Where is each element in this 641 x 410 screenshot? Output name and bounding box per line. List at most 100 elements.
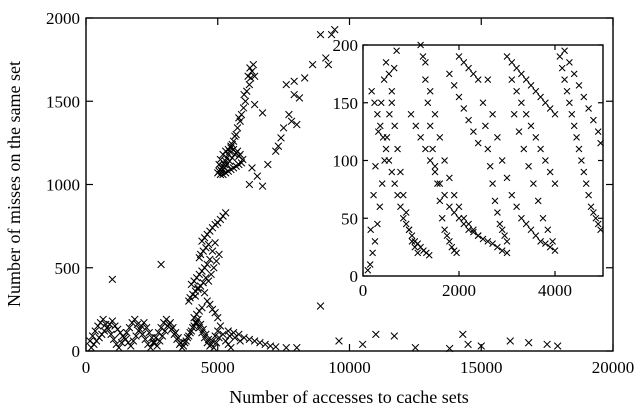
- inset-data-point: [450, 209, 458, 216]
- y-axis-title: Number of misses on the same set: [4, 61, 24, 307]
- inset-data-point: [534, 197, 542, 205]
- inset-data-point: [513, 87, 520, 95]
- main-data-point: [227, 343, 235, 352]
- inset-data-point: [522, 220, 530, 228]
- main-data-point: [196, 320, 205, 329]
- main-data-point: [132, 332, 140, 340]
- inset-data-point: [425, 251, 433, 259]
- main-data-point: [274, 142, 283, 150]
- inset-data-point: [455, 214, 463, 222]
- inset-data-point: [513, 203, 520, 211]
- main-data-point: [524, 338, 533, 347]
- main-y-tick-label: 1500: [46, 92, 80, 111]
- main-data-point: [138, 330, 147, 339]
- x-axis-title: Number of accesses to cache sets: [229, 387, 468, 407]
- inset-data-point: [592, 214, 600, 222]
- main-data-point: [107, 330, 115, 339]
- inset-data-point: [385, 157, 393, 164]
- main-data-point: [115, 343, 123, 352]
- main-data-point: [199, 325, 208, 334]
- main-data-point: [191, 292, 200, 300]
- main-data-point: [316, 30, 325, 39]
- inset-data-point: [508, 58, 516, 66]
- inset-data-point: [515, 128, 523, 135]
- main-data-point: [195, 253, 204, 262]
- inset-data-point: [494, 243, 501, 251]
- inset-data-point: [522, 110, 530, 118]
- inset-data-point: [368, 87, 376, 95]
- main-data-point: [202, 273, 210, 282]
- inset-data-point: [470, 228, 477, 236]
- main-data-point: [290, 77, 298, 86]
- inset-data-point: [594, 128, 602, 135]
- inset-data-point: [513, 64, 520, 72]
- main-data-point: [242, 87, 251, 96]
- main-data-point: [225, 332, 234, 340]
- inset-data-point: [537, 145, 544, 153]
- main-data-point: [198, 237, 206, 245]
- main-data-point: [208, 247, 217, 255]
- main-data-point: [133, 320, 142, 329]
- inset-data-point: [408, 232, 416, 239]
- inset-data-point: [496, 220, 504, 228]
- inset-data-point: [426, 157, 434, 164]
- main-data-point: [258, 109, 267, 117]
- inset-data-point: [422, 58, 429, 66]
- inset-data-point: [448, 243, 456, 251]
- inset-data-point: [558, 64, 566, 72]
- inset-data-point: [402, 220, 410, 228]
- main-data-point: [157, 323, 165, 332]
- inset-data-point: [530, 180, 537, 187]
- main-data-point: [372, 330, 380, 339]
- inset-data-point: [527, 82, 535, 89]
- inset-data-point: [450, 82, 458, 89]
- main-data-point: [290, 90, 298, 99]
- inset-data-point: [393, 47, 400, 55]
- main-data-point: [145, 328, 154, 337]
- inset-data-point: [455, 93, 463, 101]
- inset-data-point: [597, 226, 604, 234]
- inset-data-point: [542, 240, 549, 248]
- main-data-point: [88, 332, 97, 340]
- inset-data-point: [394, 191, 401, 199]
- inset-data-point: [391, 122, 399, 130]
- inset-data-point: [474, 232, 482, 239]
- inset-data-point: [479, 235, 487, 243]
- main-data-point: [506, 337, 515, 345]
- main-y-tick-label: 1000: [46, 176, 80, 195]
- inset-data-point: [446, 174, 453, 182]
- inset-data-point: [386, 110, 393, 118]
- main-data-point: [206, 255, 214, 264]
- main-data-point: [335, 337, 343, 345]
- main-data-point: [190, 313, 198, 322]
- main-data-point: [277, 134, 285, 142]
- inset-data-point: [546, 168, 554, 176]
- main-data-point: [287, 117, 296, 126]
- inset-data-point: [542, 99, 549, 107]
- inset-data-point: [431, 110, 439, 118]
- inset-y-tick-label: 150: [333, 94, 359, 113]
- main-data-point: [173, 335, 181, 344]
- inset-data-point: [465, 226, 472, 234]
- main-data-point: [127, 342, 135, 350]
- inset-data-point: [446, 70, 453, 78]
- main-data-point: [123, 328, 131, 337]
- inset-data-point: [474, 139, 482, 147]
- main-data-point: [459, 330, 467, 339]
- inset-data-point: [419, 53, 427, 60]
- inset-data-point: [582, 180, 590, 187]
- inset-data-point: [431, 162, 439, 170]
- inset-data-point: [414, 249, 422, 257]
- inset-data-point: [412, 122, 420, 130]
- main-data-point: [212, 338, 221, 347]
- main-data-point: [186, 328, 194, 337]
- main-data-point: [141, 335, 150, 344]
- inset-data-point: [568, 110, 576, 118]
- inset-data-point: [587, 203, 595, 211]
- inset-data-point: [455, 203, 463, 211]
- inset-data-point: [518, 70, 525, 78]
- main-x-tick-label: 20000: [592, 358, 635, 377]
- inset-data-point: [450, 191, 458, 199]
